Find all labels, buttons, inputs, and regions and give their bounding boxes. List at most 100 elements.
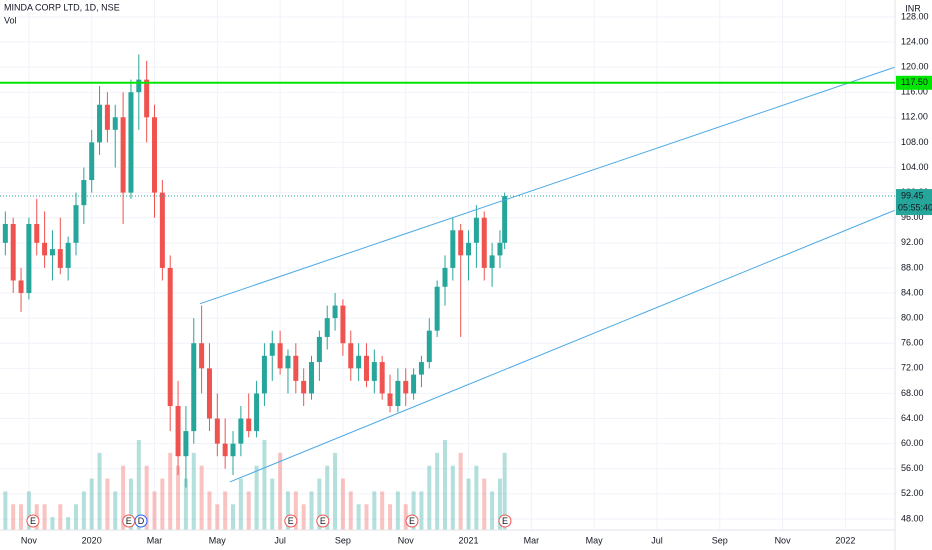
candle-body bbox=[426, 330, 432, 363]
candle-body bbox=[489, 255, 495, 268]
event-marker bbox=[316, 514, 330, 528]
volume-bar bbox=[199, 465, 204, 530]
volume-bar bbox=[215, 504, 220, 530]
candle-body bbox=[34, 223, 40, 243]
candle-body bbox=[285, 355, 291, 369]
candle-body bbox=[309, 362, 315, 394]
volume-bar bbox=[285, 491, 290, 530]
candle-body bbox=[136, 79, 142, 93]
volume-bar bbox=[105, 478, 110, 530]
candle-body bbox=[379, 362, 385, 394]
x-tick-label: Mar bbox=[147, 535, 163, 545]
y-tick-label: 116.00 bbox=[901, 87, 928, 97]
x-tick-label: Sep bbox=[335, 535, 351, 545]
countdown-label: 05:55:40 bbox=[898, 202, 932, 212]
y-tick-label: 112.00 bbox=[901, 112, 928, 122]
candle-body bbox=[49, 249, 55, 256]
volume-bar bbox=[89, 478, 94, 530]
event-label: E bbox=[30, 516, 36, 526]
last-price-label: 99.45 bbox=[901, 190, 924, 200]
candle-body bbox=[183, 431, 189, 457]
volume-bar bbox=[270, 478, 275, 530]
plot-area bbox=[2, 54, 896, 530]
candle-body bbox=[269, 343, 275, 356]
volume-bar bbox=[3, 491, 8, 530]
candle-body bbox=[403, 380, 409, 394]
volume-bar bbox=[50, 517, 55, 530]
candle-body bbox=[222, 443, 228, 457]
volume-bar bbox=[395, 491, 400, 530]
volume-bar bbox=[278, 452, 283, 530]
volume-bar bbox=[411, 491, 416, 530]
candle-body bbox=[356, 355, 362, 369]
volume-bar bbox=[81, 491, 86, 530]
volume-bar bbox=[450, 465, 455, 530]
event-label: E bbox=[288, 516, 294, 526]
candle-body bbox=[97, 104, 103, 143]
volume-bar bbox=[333, 452, 338, 530]
y-tick-label: 96.00 bbox=[901, 212, 924, 222]
y-tick-label: 124.00 bbox=[901, 36, 929, 46]
x-tick-label: Jul bbox=[274, 535, 286, 545]
candle-body bbox=[332, 305, 338, 319]
y-tick-label: 108.00 bbox=[901, 137, 929, 147]
volume-bar bbox=[168, 452, 173, 530]
volume-bar bbox=[348, 491, 353, 530]
volume-bar bbox=[113, 491, 118, 530]
event-label: E bbox=[409, 516, 415, 526]
y-tick-label: 120.00 bbox=[901, 61, 929, 71]
volume-bar bbox=[11, 504, 16, 530]
candle-body bbox=[434, 286, 440, 331]
candle-body bbox=[57, 249, 63, 268]
candle-body bbox=[191, 343, 197, 432]
y-tick-label: 84.00 bbox=[901, 287, 924, 297]
candle-body bbox=[450, 230, 456, 268]
candle-body bbox=[371, 362, 377, 381]
volume-bar bbox=[223, 491, 228, 530]
volume-bar bbox=[419, 491, 424, 530]
volume-bar bbox=[128, 478, 133, 530]
volume-bar bbox=[435, 452, 440, 530]
volume-bar bbox=[309, 491, 314, 530]
y-tick-label: 48.00 bbox=[901, 513, 924, 523]
trendline bbox=[199, 66, 896, 305]
x-tick-label: 2021 bbox=[459, 535, 479, 545]
y-tick-label: 56.00 bbox=[901, 463, 924, 473]
candle-body bbox=[387, 393, 393, 406]
x-tick-label: Nov bbox=[775, 535, 792, 545]
candle-body bbox=[340, 305, 346, 344]
volume-bar bbox=[144, 465, 149, 530]
volume-bar bbox=[356, 504, 361, 530]
candle-body bbox=[395, 380, 401, 406]
volume-bar bbox=[388, 504, 393, 530]
volume-bar bbox=[490, 491, 495, 530]
candle-body bbox=[120, 117, 126, 193]
candle-body bbox=[363, 355, 369, 381]
volume-bar bbox=[19, 504, 24, 530]
candle-body bbox=[42, 242, 48, 256]
candle-body bbox=[301, 380, 307, 394]
candle-body bbox=[473, 217, 479, 243]
volume-bar bbox=[380, 491, 385, 530]
last-price-label-bg bbox=[896, 189, 932, 216]
candle-body bbox=[293, 355, 299, 381]
volume-bar bbox=[364, 504, 369, 530]
candle-body bbox=[104, 104, 110, 130]
volume-bar bbox=[176, 465, 181, 530]
y-tick-label: 60.00 bbox=[901, 438, 924, 448]
x-tick-label: May bbox=[209, 535, 227, 545]
event-label: E bbox=[126, 516, 132, 526]
candle-body bbox=[497, 242, 503, 256]
volume-bar bbox=[293, 491, 298, 530]
volume-bar bbox=[42, 504, 47, 530]
y-tick-label: 52.00 bbox=[901, 488, 924, 498]
volume-bar bbox=[317, 478, 322, 530]
candle-body bbox=[411, 374, 417, 394]
volume-bar bbox=[238, 478, 243, 530]
volume-bar bbox=[474, 465, 479, 530]
candle-body bbox=[246, 418, 252, 432]
candle-body bbox=[348, 343, 354, 369]
volume-bar bbox=[340, 478, 345, 530]
candle-body bbox=[89, 142, 95, 181]
